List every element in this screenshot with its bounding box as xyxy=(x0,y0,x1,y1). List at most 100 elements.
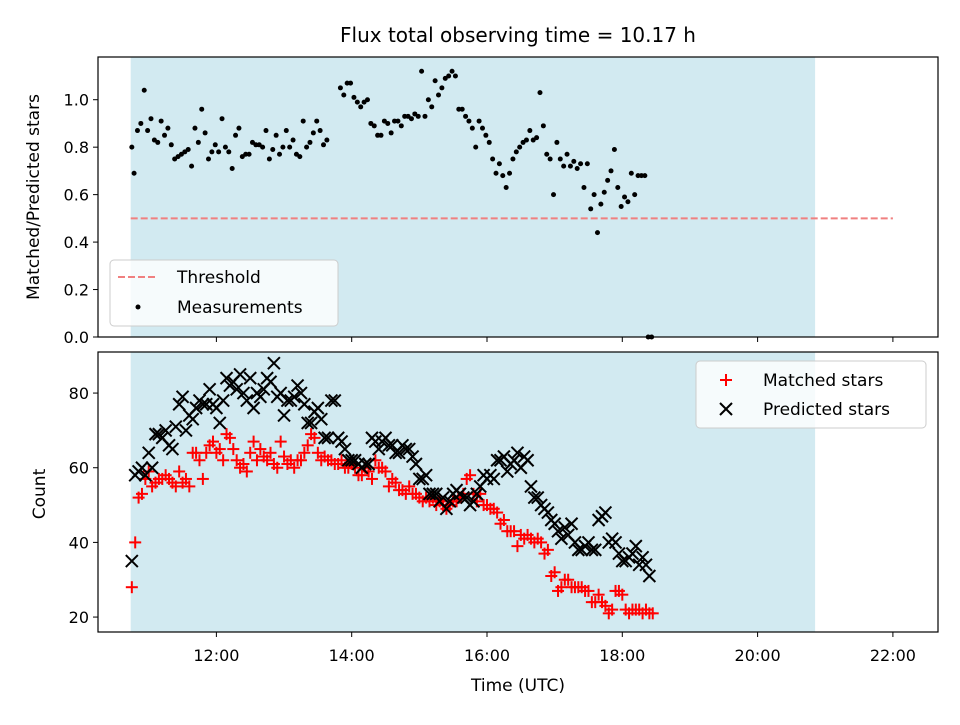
data-point xyxy=(639,558,653,572)
chart-title: Flux total observing time = 10.17 h xyxy=(340,23,696,47)
data-point xyxy=(588,543,602,557)
data-point xyxy=(419,68,425,74)
data-point xyxy=(321,142,327,148)
data-point-stroke xyxy=(324,393,339,408)
data-point xyxy=(162,132,168,138)
data-point-stroke xyxy=(246,401,261,415)
data-point xyxy=(172,397,186,411)
data-point-stroke xyxy=(304,416,318,430)
data-point xyxy=(264,446,277,459)
data-point xyxy=(278,450,291,463)
data-point xyxy=(479,125,485,131)
data-point xyxy=(175,390,190,404)
data-point xyxy=(271,461,284,474)
data-point xyxy=(487,472,501,486)
data-point-stroke xyxy=(487,472,501,486)
data-point xyxy=(288,461,301,474)
data-point xyxy=(229,166,235,172)
data-point xyxy=(217,454,230,467)
data-point-stroke xyxy=(399,442,413,456)
data-point-stroke xyxy=(290,378,305,393)
data-point xyxy=(145,461,159,475)
data-point-stroke xyxy=(598,505,613,520)
data-point-stroke xyxy=(155,431,169,445)
data-point xyxy=(470,487,484,501)
data-point xyxy=(290,137,296,143)
data-point xyxy=(493,170,499,176)
data-point xyxy=(337,85,343,91)
data-point xyxy=(213,443,226,456)
data-point xyxy=(561,163,567,169)
bottom-y-tick-label: 20 xyxy=(69,608,89,627)
data-point-stroke xyxy=(267,356,281,370)
x-tick-label: 16:00 xyxy=(464,646,510,665)
data-point xyxy=(388,130,394,136)
data-point xyxy=(253,390,268,404)
data-point-stroke xyxy=(294,386,308,400)
data-point xyxy=(169,419,183,434)
data-point xyxy=(449,68,455,74)
data-point-stroke xyxy=(490,453,504,467)
data-point xyxy=(216,149,222,155)
data-point-stroke xyxy=(554,531,569,546)
data-point xyxy=(564,517,579,531)
data-point-stroke xyxy=(588,543,602,557)
data-point-stroke xyxy=(314,412,328,426)
data-point-stroke xyxy=(358,457,372,471)
data-point xyxy=(223,431,236,444)
data-point xyxy=(611,147,617,153)
bottom-y-tick-label: 80 xyxy=(69,384,89,403)
data-point-stroke xyxy=(568,535,582,550)
data-point-stroke xyxy=(524,479,538,494)
data-point xyxy=(277,151,283,157)
data-point xyxy=(200,446,213,459)
data-point xyxy=(233,132,239,138)
data-point xyxy=(169,480,182,493)
data-point-stroke xyxy=(253,390,268,404)
data-point xyxy=(129,144,135,150)
data-point xyxy=(236,386,251,400)
top-legend-measurements-label: Measurements xyxy=(177,298,303,318)
data-point xyxy=(138,120,144,126)
data-point-stroke xyxy=(456,490,471,505)
data-point xyxy=(592,588,605,601)
data-point xyxy=(547,156,553,162)
bottom-legend-predicted-label: Predicted stars xyxy=(763,400,890,420)
data-point xyxy=(531,490,545,505)
data-point xyxy=(517,144,523,150)
data-point xyxy=(541,543,554,556)
data-point xyxy=(605,177,611,183)
data-point xyxy=(534,135,540,141)
data-point xyxy=(358,457,372,471)
data-point xyxy=(304,416,318,430)
data-point xyxy=(365,472,378,485)
data-point xyxy=(642,173,648,179)
data-point xyxy=(594,230,600,236)
data-point-stroke xyxy=(581,535,596,550)
data-point xyxy=(395,118,401,124)
data-point xyxy=(497,514,510,526)
data-point xyxy=(131,170,137,176)
data-point-stroke xyxy=(385,438,399,453)
data-point xyxy=(193,454,206,467)
data-point-stroke xyxy=(216,393,230,408)
data-point-stroke xyxy=(334,434,349,449)
data-point xyxy=(628,170,634,176)
data-point xyxy=(165,125,171,131)
data-point xyxy=(179,423,193,438)
data-point-stroke xyxy=(213,416,227,430)
data-point xyxy=(247,435,260,448)
data-point xyxy=(625,199,631,205)
data-point-stroke xyxy=(287,390,301,404)
data-point-stroke xyxy=(551,524,565,538)
data-point-stroke xyxy=(500,464,514,479)
top-y-tick-label: 1.0 xyxy=(64,91,89,110)
data-point-stroke xyxy=(615,554,630,568)
data-point xyxy=(321,431,335,445)
data-point xyxy=(632,192,638,198)
data-point-stroke xyxy=(625,546,640,561)
data-point xyxy=(464,469,477,482)
x-tick-label: 14:00 xyxy=(329,646,375,665)
data-point xyxy=(622,194,628,200)
data-point xyxy=(324,137,330,143)
